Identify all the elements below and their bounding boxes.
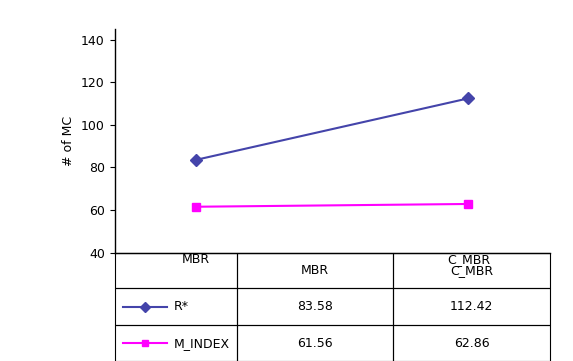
Text: C_MBR: C_MBR bbox=[450, 264, 493, 277]
Text: 61.56: 61.56 bbox=[297, 336, 333, 350]
Text: MBR: MBR bbox=[182, 253, 210, 266]
Bar bbox=[115, 325, 237, 361]
Bar bbox=[393, 325, 550, 361]
Bar bbox=[237, 253, 393, 288]
Y-axis label: # of MC: # of MC bbox=[62, 116, 76, 166]
Text: MBR: MBR bbox=[301, 264, 329, 277]
Bar bbox=[393, 288, 550, 325]
Text: 112.42: 112.42 bbox=[450, 300, 493, 313]
Bar bbox=[115, 253, 237, 288]
Text: 62.86: 62.86 bbox=[454, 336, 489, 350]
Bar bbox=[393, 253, 550, 288]
Text: R*: R* bbox=[174, 300, 189, 313]
Text: 83.58: 83.58 bbox=[297, 300, 333, 313]
Bar bbox=[237, 325, 393, 361]
Bar bbox=[237, 288, 393, 325]
Bar bbox=[115, 288, 237, 325]
Text: C_MBR: C_MBR bbox=[447, 253, 490, 266]
Text: M_INDEX: M_INDEX bbox=[174, 336, 230, 350]
